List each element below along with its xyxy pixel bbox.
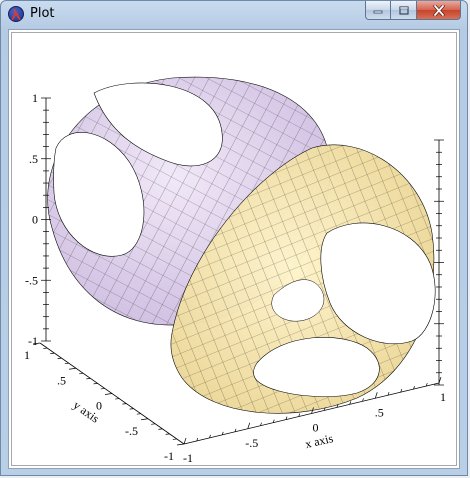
x-axis-tick bbox=[247, 422, 251, 429]
window-controls bbox=[365, 1, 461, 21]
y-axis-tick bbox=[136, 413, 141, 415]
z-tick-label: -1 bbox=[28, 334, 38, 348]
x-axis-label: x axis bbox=[304, 431, 335, 451]
z-tick-label: .5 bbox=[29, 152, 38, 166]
axes-back bbox=[434, 139, 444, 386]
y-axis-tick bbox=[129, 408, 134, 410]
x-tick-label: -1 bbox=[183, 451, 193, 465]
minimize-button[interactable] bbox=[365, 1, 391, 20]
x-axis-tick bbox=[400, 389, 403, 393]
x-axis-tick bbox=[387, 392, 390, 396]
title-bar[interactable]: Plot bbox=[1, 1, 467, 29]
x-axis-tick bbox=[234, 428, 237, 432]
y-axis-tick bbox=[172, 438, 177, 440]
plot-canvas[interactable]: -1 -.5 0.5 1 -1 -.5 0.5 1 y axis -1 -.5 0.5 1 x axis bbox=[11, 32, 457, 466]
y-axis-tick bbox=[64, 362, 69, 365]
minimize-icon bbox=[373, 10, 383, 14]
x-axis-tick bbox=[374, 392, 378, 399]
x-axis-tick bbox=[285, 416, 288, 420]
y-axis-tick bbox=[176, 443, 185, 446]
close-icon bbox=[432, 4, 445, 16]
x-axis-tick bbox=[349, 401, 352, 405]
x-axis-tick bbox=[298, 413, 301, 417]
z-tick-label: -.5 bbox=[25, 273, 38, 287]
x-axis-tick bbox=[209, 434, 211, 439]
surface-plot: -1-.50.51-1-.50.51y axis-1-.50.51x axis bbox=[24, 76, 446, 465]
y-axis-tick bbox=[122, 403, 127, 405]
y-axis-tick bbox=[151, 423, 156, 425]
y-axis-tick bbox=[79, 372, 84, 375]
close-button[interactable] bbox=[417, 1, 461, 20]
y-axis-tick bbox=[104, 393, 113, 395]
x-axis-tick bbox=[183, 437, 187, 445]
racket-lambda-icon bbox=[8, 6, 24, 22]
y-axis-tick bbox=[57, 357, 62, 359]
y-axis-tick bbox=[86, 378, 91, 380]
z-tick-label: 1 bbox=[32, 91, 38, 105]
x-axis-tick bbox=[438, 376, 442, 384]
y-tick-label: -.5 bbox=[125, 424, 138, 438]
y-axis-tick bbox=[158, 428, 163, 430]
x-axis-tick bbox=[272, 419, 275, 423]
y-axis-tick bbox=[100, 388, 105, 390]
surface-yellow bbox=[170, 144, 436, 414]
x-tick-label: 1 bbox=[440, 390, 446, 404]
x-axis-tick bbox=[196, 437, 199, 442]
x-axis-tick bbox=[362, 398, 364, 402]
y-axis-tick bbox=[68, 367, 77, 370]
x-axis-tick bbox=[221, 431, 224, 435]
y-tick-label: .5 bbox=[57, 373, 66, 387]
x-axis-tick bbox=[336, 404, 339, 408]
y-axis-tick bbox=[50, 352, 55, 354]
z-tick-label: 0 bbox=[32, 213, 38, 227]
y-tick-label: 0 bbox=[96, 399, 102, 413]
y-axis-tick bbox=[140, 418, 149, 421]
y-tick-label: 1 bbox=[24, 348, 30, 362]
y-axis-tick bbox=[115, 398, 120, 400]
maximize-button[interactable] bbox=[391, 1, 417, 20]
axes-front: -1-.50.51-1-.50.51y axis-1-.50.51x axis bbox=[24, 91, 446, 465]
x-axis-tick bbox=[260, 422, 262, 426]
window-title: Plot bbox=[30, 6, 55, 21]
x-tick-label: 0 bbox=[313, 421, 319, 435]
maximize-icon bbox=[398, 5, 409, 15]
y-axis-tick bbox=[165, 433, 170, 435]
x-axis-tick bbox=[425, 382, 428, 387]
x-tick-label: -.5 bbox=[245, 436, 258, 450]
y-axis-tick bbox=[32, 342, 41, 345]
x-tick-label: .5 bbox=[375, 405, 384, 419]
window-client-area: -1 -.5 0.5 1 -1 -.5 0.5 1 y axis -1 -.5 0.5 1 x axis bbox=[8, 29, 460, 469]
x-axis-tick bbox=[413, 385, 415, 390]
y-tick-label: -1 bbox=[164, 449, 174, 463]
y-axis-tick bbox=[93, 383, 98, 385]
x-axis-tick bbox=[323, 407, 326, 411]
y-axis-tick bbox=[43, 347, 48, 349]
x-axis-tick bbox=[311, 407, 314, 414]
